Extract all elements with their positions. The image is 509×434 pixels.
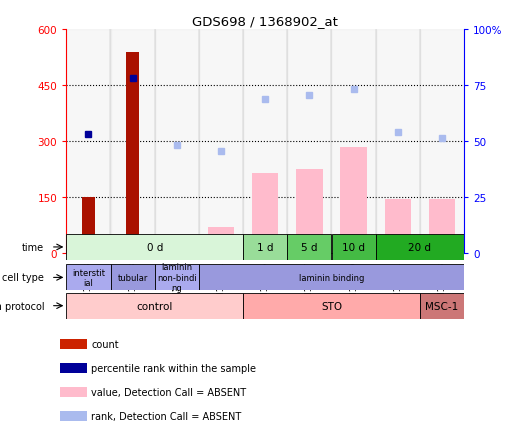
Bar: [163, 237, 190, 254]
Bar: [340, 148, 366, 254]
Bar: [428, 200, 455, 254]
Text: 10 d: 10 d: [342, 243, 364, 252]
Bar: [60, 387, 87, 397]
Bar: [60, 411, 87, 421]
Text: time: time: [22, 243, 44, 252]
Text: laminin
non-bindi
ng: laminin non-bindi ng: [157, 263, 196, 293]
Text: MSC-1: MSC-1: [425, 301, 458, 311]
Text: 1 d: 1 d: [257, 243, 273, 252]
Text: laminin binding: laminin binding: [298, 273, 363, 282]
Bar: [419, 293, 463, 319]
Text: 5 d: 5 d: [300, 243, 317, 252]
Bar: [154, 265, 199, 291]
Text: STO: STO: [320, 301, 342, 311]
Bar: [66, 234, 243, 260]
Bar: [81, 198, 95, 254]
Text: 0 d: 0 d: [146, 243, 162, 252]
Bar: [154, 30, 199, 254]
Text: growth protocol: growth protocol: [0, 301, 44, 311]
Bar: [251, 174, 278, 254]
Text: 20 d: 20 d: [408, 243, 431, 252]
Title: GDS698 / 1368902_at: GDS698 / 1368902_at: [192, 15, 337, 28]
Bar: [60, 339, 87, 349]
Text: control: control: [136, 301, 173, 311]
Bar: [296, 170, 322, 254]
Bar: [419, 30, 463, 254]
Bar: [384, 200, 410, 254]
Text: percentile rank within the sample: percentile rank within the sample: [91, 363, 256, 373]
Bar: [375, 30, 419, 254]
Bar: [243, 293, 419, 319]
Bar: [66, 293, 243, 319]
Bar: [375, 234, 463, 260]
Bar: [66, 265, 110, 291]
Bar: [207, 228, 234, 254]
Bar: [331, 30, 375, 254]
Bar: [126, 53, 139, 254]
Text: tubular: tubular: [117, 273, 148, 282]
Bar: [287, 234, 331, 260]
Bar: [331, 234, 375, 260]
Text: interstit
ial: interstit ial: [72, 268, 105, 287]
Text: count: count: [91, 339, 119, 349]
Bar: [110, 265, 154, 291]
Bar: [243, 234, 287, 260]
Bar: [199, 30, 243, 254]
Bar: [110, 30, 154, 254]
Bar: [287, 30, 331, 254]
Bar: [199, 265, 463, 291]
Text: value, Detection Call = ABSENT: value, Detection Call = ABSENT: [91, 387, 246, 397]
Bar: [60, 363, 87, 373]
Bar: [66, 30, 110, 254]
Text: cell type: cell type: [3, 273, 44, 283]
Text: rank, Detection Call = ABSENT: rank, Detection Call = ABSENT: [91, 411, 241, 421]
Bar: [243, 30, 287, 254]
